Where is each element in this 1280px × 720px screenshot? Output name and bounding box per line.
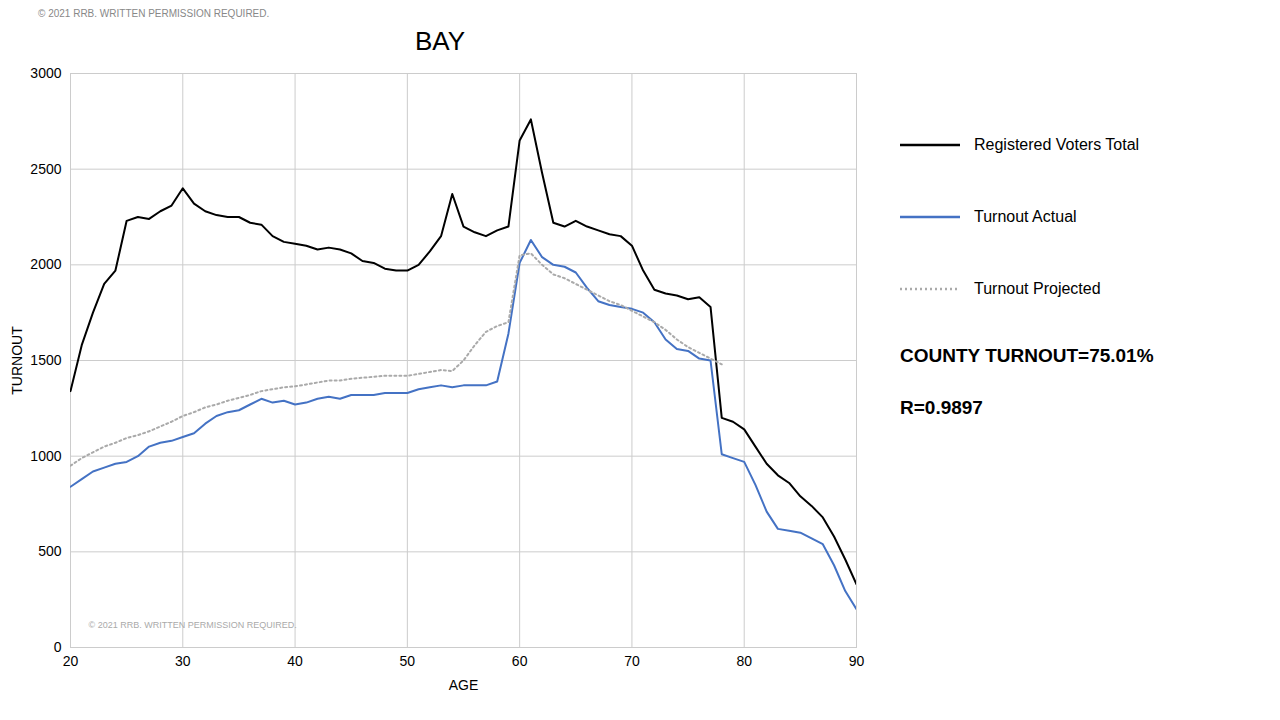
svg-text:50: 50 (400, 653, 416, 669)
svg-text:70: 70 (624, 653, 640, 669)
html-text:Turnout Actual: Turnout Actual (974, 208, 1077, 225)
svg-text:60: 60 (512, 653, 528, 669)
svg-text:20: 20 (63, 653, 79, 669)
svg-text:0: 0 (54, 639, 62, 655)
svg-text:1500: 1500 (30, 352, 61, 368)
svg-text:© 2021 RRB. WRITTEN PERMISSION: © 2021 RRB. WRITTEN PERMISSION REQUIRED. (89, 620, 297, 630)
svg-text:1000: 1000 (30, 448, 61, 464)
svg-text:500: 500 (38, 543, 62, 559)
html-text:COUNTY TURNOUT=75.01%: COUNTY TURNOUT=75.01% (900, 345, 1154, 366)
svg-text:AGE: AGE (449, 677, 479, 693)
svg-text:80: 80 (736, 653, 752, 669)
svg-text:2000: 2000 (30, 256, 61, 272)
svg-text:40: 40 (287, 653, 303, 669)
html-text:© 2021 RRB. WRITTEN PERMISSION: © 2021 RRB. WRITTEN PERMISSION REQUIRED. (38, 8, 270, 19)
svg-text:3000: 3000 (30, 65, 61, 81)
svg-text:2500: 2500 (30, 161, 61, 177)
html-text:Turnout Projected: Turnout Projected (974, 280, 1101, 297)
svg-text:30: 30 (175, 653, 191, 669)
html-text:R=0.9897: R=0.9897 (900, 397, 983, 418)
html-text:Registered Voters Total: Registered Voters Total (974, 136, 1140, 153)
html-text:BAY: BAY (414, 26, 465, 56)
svg-text:90: 90 (849, 653, 865, 669)
svg-text:TURNOUT: TURNOUT (9, 326, 25, 395)
